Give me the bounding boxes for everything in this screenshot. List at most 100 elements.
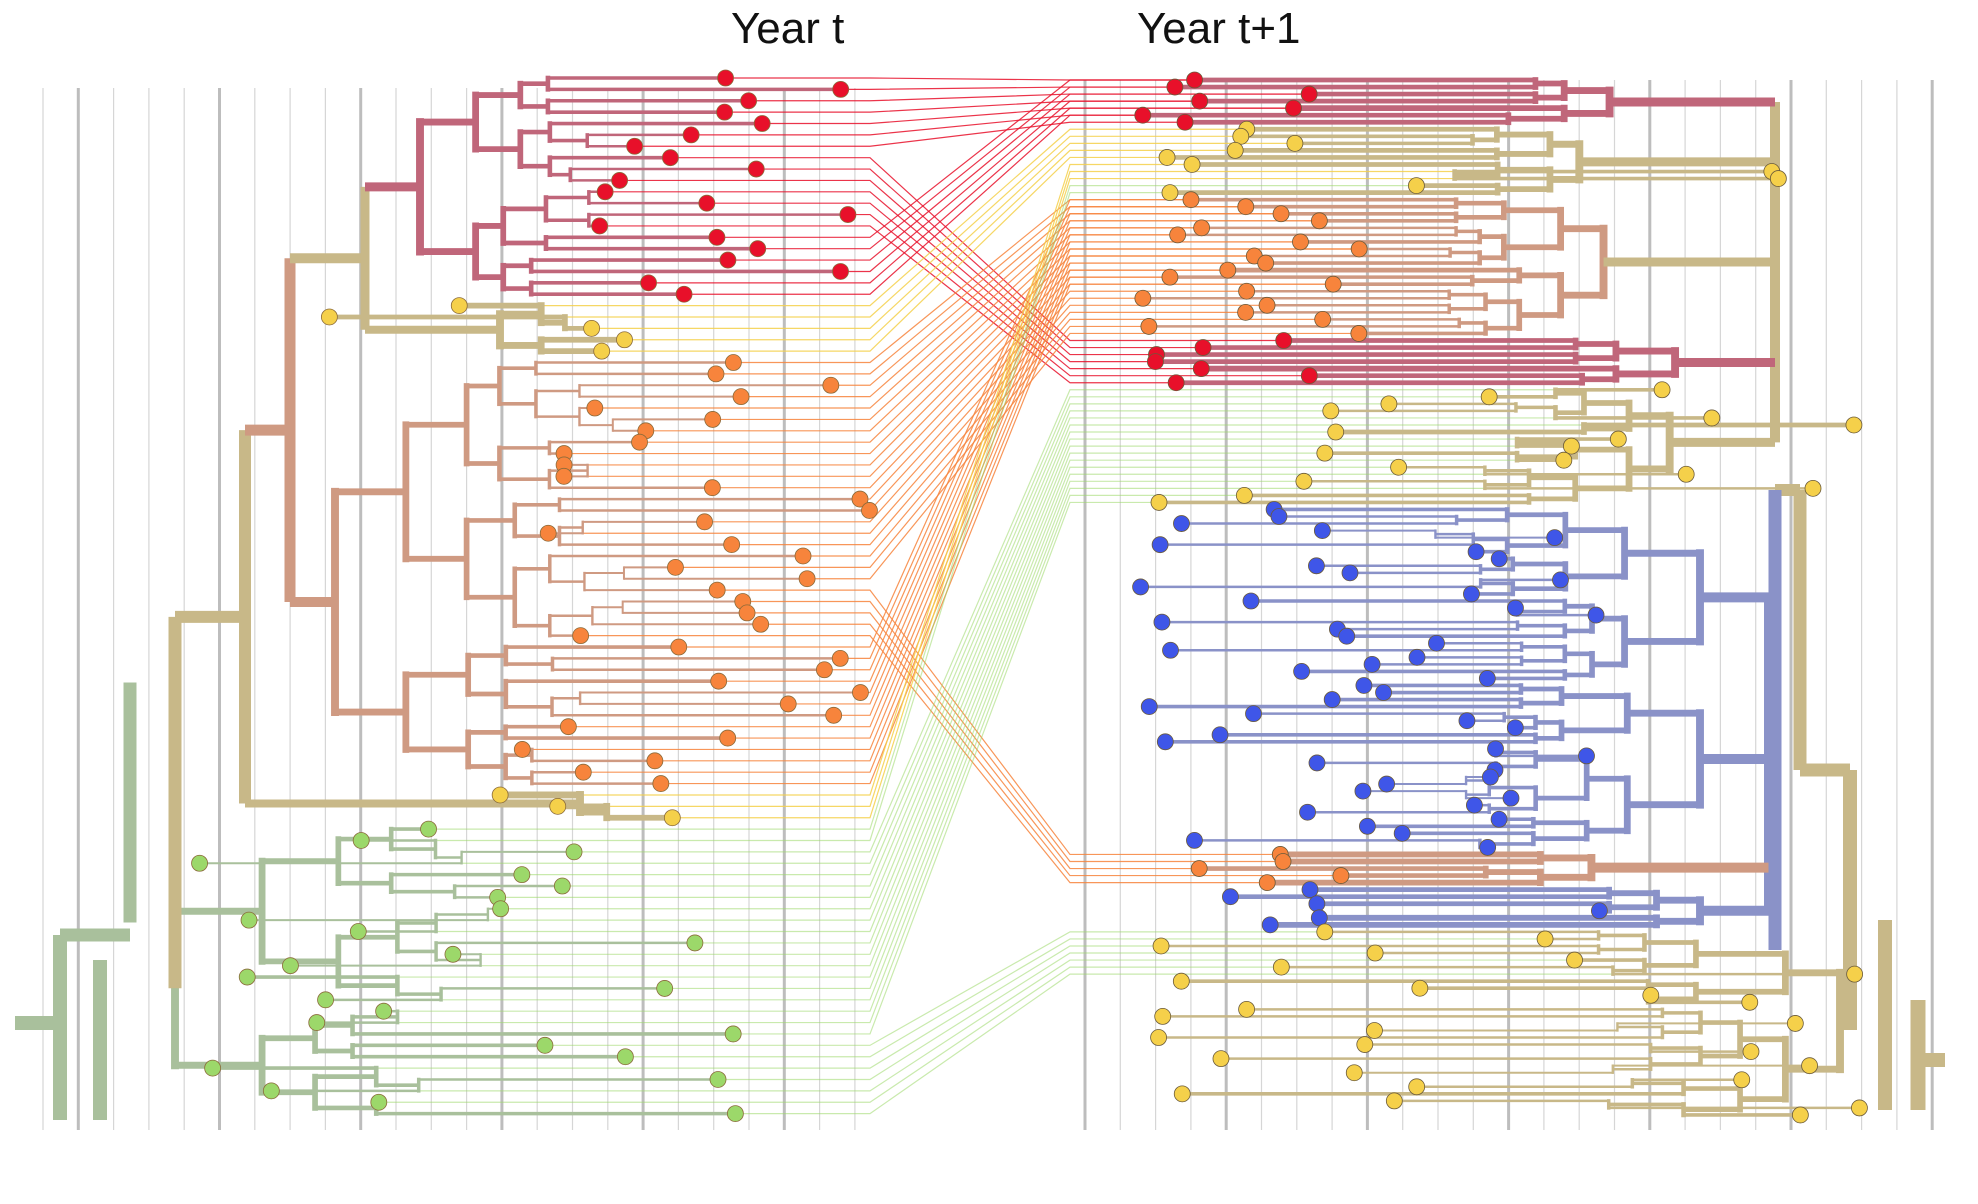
tip-marker xyxy=(420,820,437,838)
connector-line xyxy=(428,185,1417,830)
tip-marker xyxy=(549,797,567,815)
tip-marker xyxy=(1490,550,1508,568)
tip-marker xyxy=(1804,479,1822,497)
tip-marker xyxy=(1299,803,1316,821)
tip-marker xyxy=(539,524,557,542)
tip-marker xyxy=(1479,839,1497,856)
tip-marker xyxy=(1151,536,1169,554)
tip-marker xyxy=(1167,374,1185,392)
right-phylogeny xyxy=(1140,77,1945,1118)
tip-marker xyxy=(262,1082,280,1100)
connector-line xyxy=(648,107,1294,284)
connector-line xyxy=(557,170,1772,807)
tip-marker xyxy=(1161,184,1179,202)
tip-marker xyxy=(1232,127,1250,145)
connector-line xyxy=(601,156,1168,352)
tip-marker xyxy=(732,388,750,406)
tip-marker xyxy=(1378,775,1396,793)
tip-marker xyxy=(1354,782,1372,800)
tip-marker xyxy=(1308,895,1326,913)
tip-marker xyxy=(1385,1092,1403,1110)
tip-marker xyxy=(191,854,208,872)
tip-marker xyxy=(1609,430,1627,448)
tip-marker xyxy=(1147,353,1164,371)
tip-marker xyxy=(661,149,679,167)
tip-marker xyxy=(1566,951,1583,969)
connector-line xyxy=(731,311,1246,546)
tip-marker xyxy=(1183,156,1201,173)
connector-line xyxy=(735,973,1855,1115)
tip-marker xyxy=(1154,1007,1172,1025)
tip-marker xyxy=(1375,684,1392,701)
tip-marker xyxy=(1258,874,1276,892)
tip-marker xyxy=(1408,177,1425,195)
connector-line xyxy=(706,202,1202,370)
tip-marker xyxy=(204,1059,222,1077)
tip-marker xyxy=(559,718,577,736)
connector-line xyxy=(271,959,1575,1092)
tip-marker xyxy=(1341,564,1359,582)
tip-marker xyxy=(565,843,583,861)
connector-line xyxy=(664,473,1687,990)
connector-line xyxy=(727,93,1310,261)
connector-line xyxy=(672,177,1779,819)
tip-marker xyxy=(1301,881,1319,899)
tip-marker xyxy=(1316,923,1334,941)
connector-line xyxy=(718,220,1320,682)
connector-line xyxy=(500,424,1854,910)
tip-marker xyxy=(240,911,258,929)
tip-marker xyxy=(513,866,531,884)
tip-marker xyxy=(839,206,857,223)
tip-marker xyxy=(1313,522,1331,539)
tip-marker xyxy=(536,1036,554,1054)
connector-line xyxy=(497,417,1712,898)
tip-marker xyxy=(586,399,604,417)
tip-marker xyxy=(710,672,728,690)
connector-line xyxy=(249,431,1336,921)
tip-marker xyxy=(1238,1000,1256,1018)
tip-marker xyxy=(1677,465,1695,483)
tip-marker xyxy=(631,433,648,451)
tip-marker xyxy=(822,376,840,394)
tip-marker xyxy=(1846,965,1864,983)
tip-marker xyxy=(1546,529,1564,547)
tip-marker xyxy=(719,729,737,747)
tip-marker xyxy=(1293,663,1311,680)
tip-marker xyxy=(1140,698,1158,716)
tip-marker xyxy=(1463,585,1480,603)
tip-marker xyxy=(798,570,816,588)
connector-line xyxy=(247,466,1399,978)
tip-marker xyxy=(317,991,334,1009)
tip-marker xyxy=(1308,754,1326,772)
connector-line xyxy=(869,290,1247,512)
tip-marker xyxy=(1393,824,1411,842)
tip-marker xyxy=(370,1093,388,1111)
tip-marker xyxy=(1390,458,1408,476)
connector-line xyxy=(583,276,1170,773)
tip-marker xyxy=(1590,902,1608,920)
tip-marker xyxy=(1322,402,1340,420)
tip-marker xyxy=(1845,416,1863,434)
tip-marker xyxy=(1480,388,1498,406)
connector-line xyxy=(574,389,1663,853)
tip-marker xyxy=(1194,339,1212,356)
connector-line xyxy=(521,403,1389,876)
tip-marker xyxy=(1742,1043,1760,1060)
tip-marker xyxy=(1272,958,1290,976)
connector-line xyxy=(847,213,1310,377)
tip-marker xyxy=(1134,289,1152,307)
connector-line xyxy=(718,952,1376,1081)
tip-marker xyxy=(238,968,256,986)
tip-marker xyxy=(1358,817,1376,835)
tip-marker xyxy=(724,354,742,371)
tip-marker xyxy=(704,411,722,428)
connector-line xyxy=(594,227,1202,409)
connector-line xyxy=(199,396,1490,864)
tip-marker xyxy=(1162,641,1179,659)
tip-marker xyxy=(716,103,733,121)
tip-marker xyxy=(1465,796,1483,814)
connector-line xyxy=(757,86,1175,250)
tip-marker xyxy=(1350,240,1368,258)
connector-line xyxy=(833,241,1301,716)
connector-line xyxy=(840,206,1246,660)
